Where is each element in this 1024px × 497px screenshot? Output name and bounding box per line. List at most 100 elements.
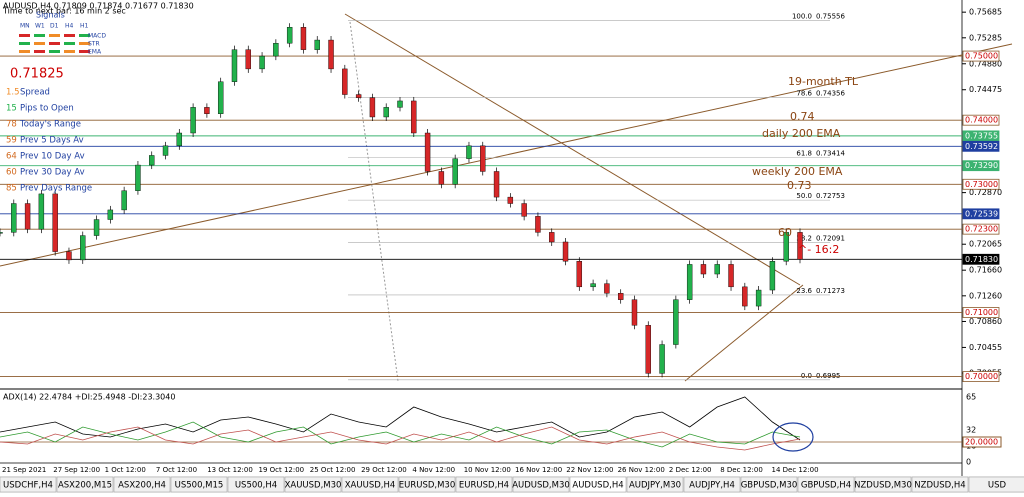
fib-ratio: 38.2	[796, 235, 812, 243]
time-label: 25 Oct 12:00	[310, 466, 356, 474]
level-box	[962, 371, 1000, 382]
tab-label[interactable]: AUDUSD,M30	[512, 481, 570, 491]
stat-label: Pips to Open	[20, 104, 74, 114]
level-box	[962, 208, 1000, 220]
stat-label: Prev 30 Day Av	[20, 168, 85, 178]
time-label: 16 Nov 12:00	[515, 466, 562, 474]
candle-body	[383, 107, 389, 118]
tab-label[interactable]: US500,H4	[235, 481, 277, 491]
candle-body	[617, 293, 624, 300]
level-box	[962, 253, 1000, 265]
tab[interactable]	[0, 476, 57, 493]
tab[interactable]	[227, 476, 285, 493]
tab-label[interactable]: US500,M15	[175, 481, 224, 491]
annotation: 0.74	[790, 110, 815, 123]
fib-connector	[349, 21, 399, 382]
candle-body	[245, 49, 251, 70]
candle-body	[549, 232, 555, 243]
fib-price: 0.75556	[816, 12, 845, 20]
fib-ratio: 78.6	[796, 89, 812, 97]
adx-line	[0, 396, 801, 441]
tab[interactable]	[56, 476, 114, 493]
stat-value: 15	[6, 104, 17, 114]
tab[interactable]	[341, 476, 399, 493]
signal-cell	[34, 50, 45, 53]
level-label: 0.72300	[965, 225, 998, 234]
tab[interactable]	[512, 476, 570, 493]
time-label: 22 Nov 12:00	[566, 466, 613, 474]
tab[interactable]	[569, 476, 627, 493]
price-tick-label: 0.74880	[969, 59, 1002, 68]
price-tick-label: 0.72065	[969, 240, 1002, 249]
tab-label[interactable]: NZDUSD,H4	[914, 481, 965, 491]
tab[interactable]	[854, 476, 912, 493]
candle-body	[259, 55, 265, 70]
time-label: 1 Oct 12:00	[105, 466, 146, 474]
stat-label: Today's Range	[19, 120, 81, 130]
candle-body	[686, 264, 693, 300]
candle-body	[176, 132, 183, 147]
tab-label[interactable]: XAUUSD,M30	[285, 481, 342, 491]
timeframe: H1	[80, 23, 89, 30]
tab-label[interactable]: GBPUSD,H4	[801, 481, 851, 491]
timeframe: W1	[35, 23, 45, 30]
adx-line	[0, 421, 801, 448]
candle-body	[342, 68, 348, 95]
level-label: 0.73755	[965, 131, 998, 140]
adx-level-box	[962, 436, 1002, 448]
indicator: MACD	[88, 33, 106, 40]
candle-body	[0, 232, 3, 234]
candle-body	[728, 264, 734, 288]
candle-body	[424, 132, 431, 172]
tab-label[interactable]: USD	[988, 481, 1007, 491]
time-label: 21 Sep 2021	[2, 466, 46, 474]
indicator: EMA	[88, 49, 102, 56]
candle-body	[286, 27, 293, 44]
tab-label[interactable]: AUDJPY,M30	[629, 481, 681, 491]
tab-label[interactable]: ASX200,H4	[118, 481, 166, 491]
candle-body	[314, 39, 320, 50]
tab[interactable]	[626, 476, 684, 493]
candle-body	[217, 81, 224, 114]
tab-label[interactable]: GBPUSD,M30	[741, 481, 798, 491]
signal-cell	[19, 42, 30, 45]
candle-body	[507, 196, 514, 204]
candle-body	[797, 232, 803, 260]
tab-label[interactable]: AUDJPY,H4	[689, 481, 735, 491]
tab-label[interactable]: AUDUSD,H4	[572, 481, 623, 491]
candle-body	[11, 203, 17, 233]
tab-label[interactable]: NZDUSD,M30	[854, 481, 912, 491]
candle-body	[38, 193, 45, 230]
tab[interactable]	[797, 476, 855, 493]
signal-cell	[49, 42, 60, 45]
candle-body	[783, 232, 789, 262]
tab[interactable]	[398, 476, 456, 493]
tab[interactable]	[455, 476, 513, 493]
signal-cell	[34, 34, 45, 37]
tab[interactable]	[683, 476, 741, 493]
tab-label[interactable]: EURUSD,M30	[399, 481, 456, 491]
level-label: 0.73290	[965, 161, 998, 170]
tab-label[interactable]: EURUSD,H4	[459, 481, 509, 491]
adx-label: ADX(14) 22.4784 +DI:25.4948 -DI:23.3040	[3, 393, 175, 402]
tab-label[interactable]: USDCHF,H4	[3, 481, 53, 491]
level-label: 0.71000	[965, 308, 998, 317]
tab[interactable]	[968, 476, 1024, 493]
tab[interactable]	[284, 476, 342, 493]
chart-header: AUDUSD,H4 0.71809 0.71874 0.71677 0.7183…	[3, 2, 194, 11]
current-price: 0.71825	[10, 67, 64, 82]
tab[interactable]	[113, 476, 171, 493]
time-label: 29 Oct 12:00	[361, 466, 407, 474]
tab[interactable]	[740, 476, 798, 493]
candle-body	[162, 145, 169, 156]
tab-label[interactable]: XAUUSD,H4	[345, 481, 396, 491]
signal-cell	[64, 42, 75, 45]
tab-label[interactable]: ASX200,M15	[58, 481, 112, 491]
fib-ratio: 61.8	[796, 150, 812, 158]
tab[interactable]	[170, 476, 228, 493]
stat-label: Prev 5 Days Av	[20, 136, 84, 146]
tab[interactable]	[911, 476, 969, 493]
candle-body	[411, 100, 417, 134]
annotation: weekly 200 EMA	[752, 165, 843, 178]
